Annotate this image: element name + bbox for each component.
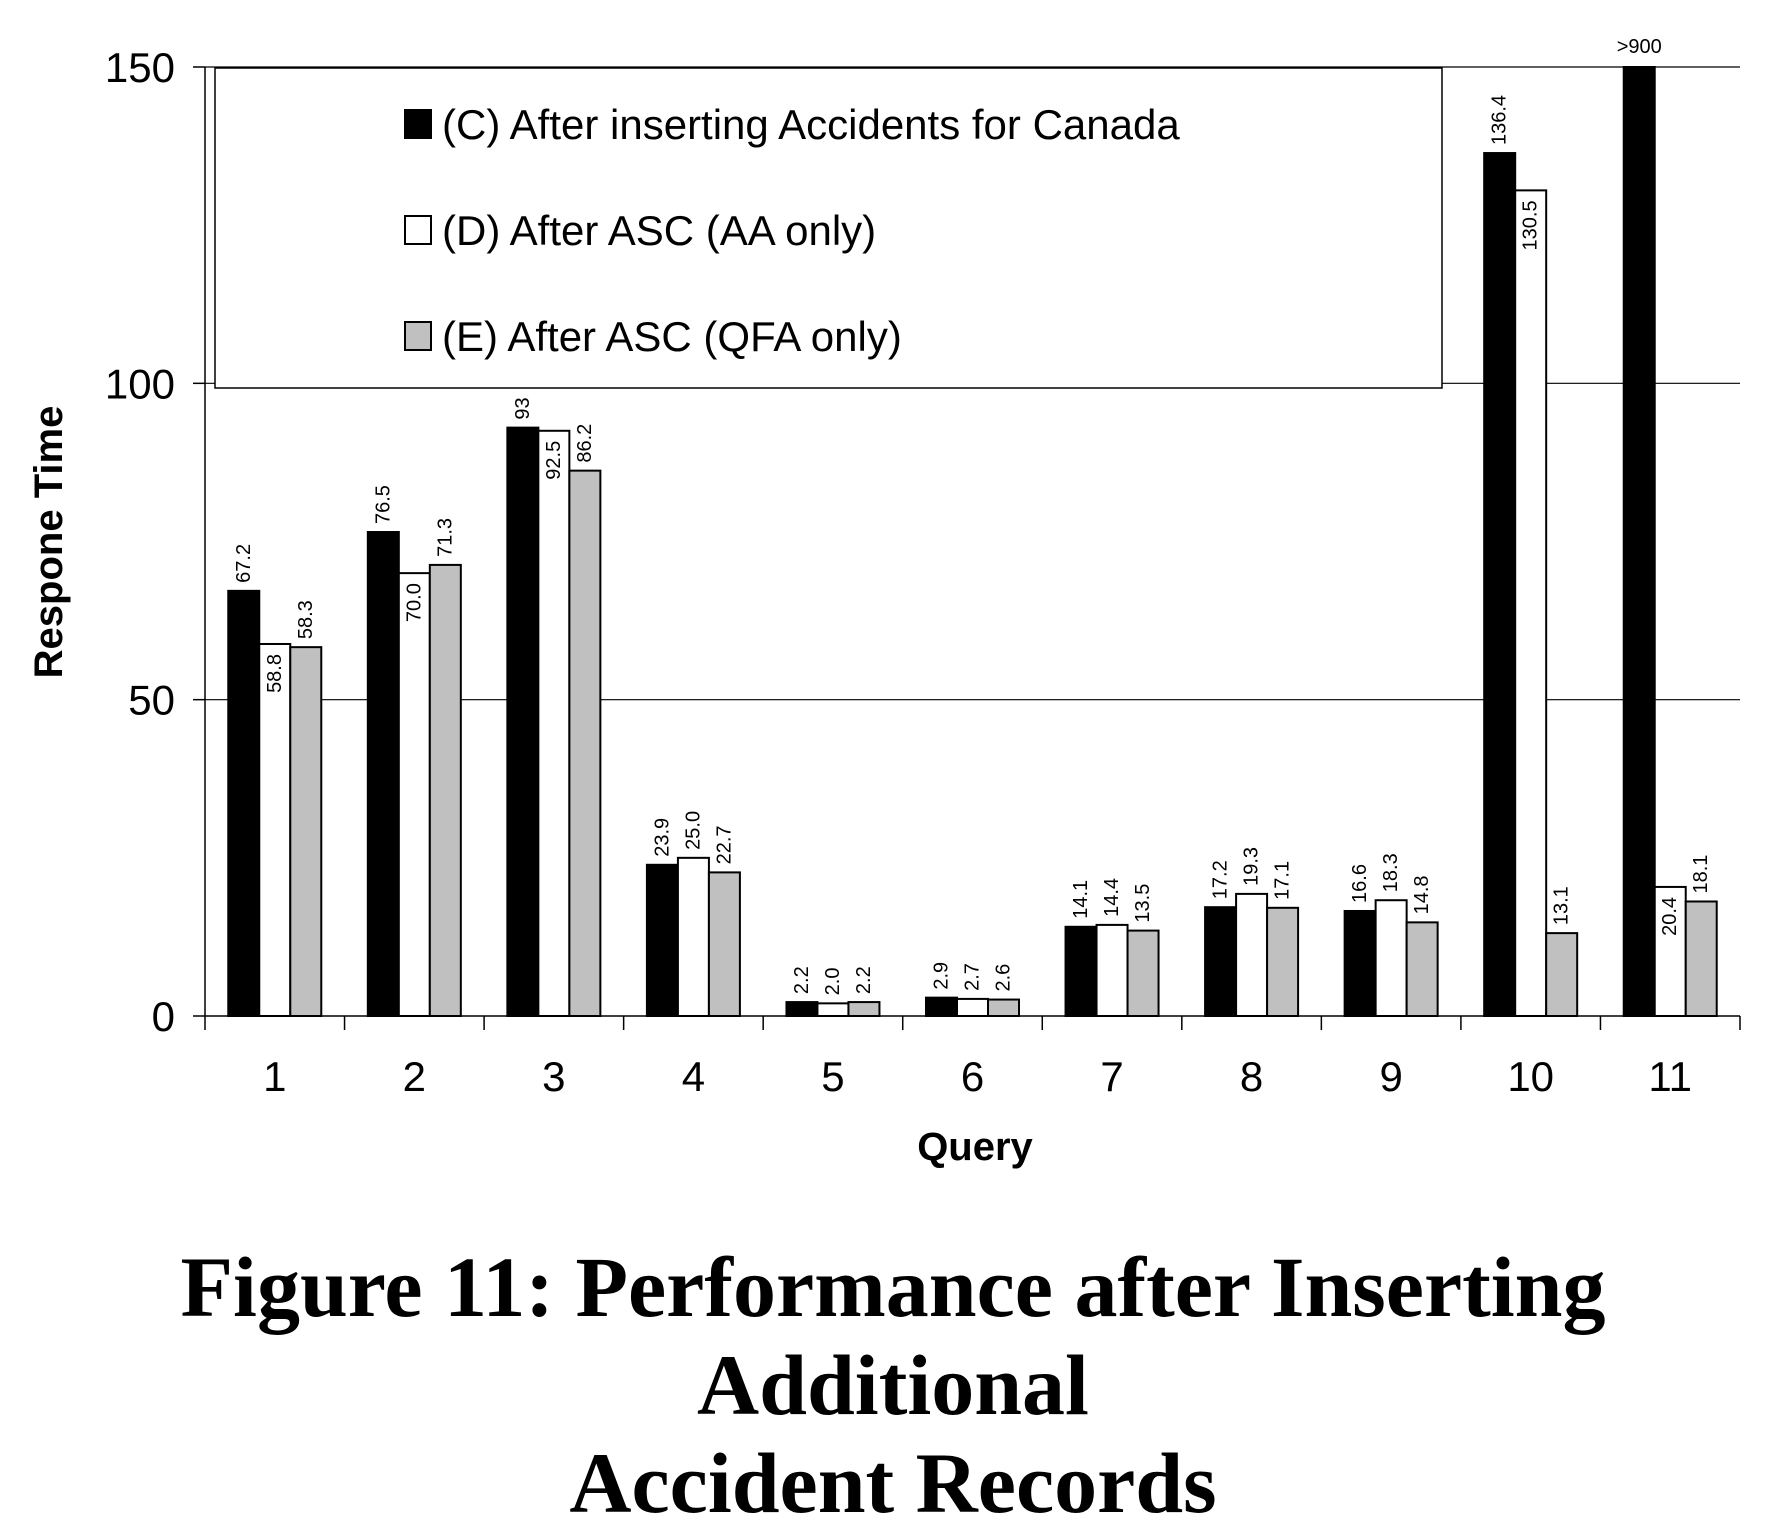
bar [1204,906,1238,1017]
bar [289,646,323,1017]
bar [1235,892,1269,1017]
caption-line-2: Accident Records [569,1435,1217,1531]
bar-value-label: 71.3 [434,518,456,557]
bar-value-label: 2.2 [791,966,813,994]
bar [1064,925,1098,1018]
caption-line-1: Figure 11: Performance after Inserting A… [180,1239,1606,1433]
bar [397,572,431,1018]
bar-value-label: 14.4 [1101,878,1123,917]
bar [1374,899,1408,1017]
bar-value-label: 86.2 [574,424,596,463]
bar-value-label: 67.2 [233,544,255,583]
bar [1653,885,1687,1017]
bar [956,997,989,1018]
bar-value-label: 14.1 [1070,880,1092,919]
bar [1684,900,1718,1017]
x-tick-label: 1 [263,1053,286,1100]
bar-value-label: 14.8 [1411,875,1433,914]
bar-value-label: 13.1 [1551,886,1573,925]
bar [645,863,679,1017]
x-tick-label: 3 [542,1053,565,1100]
bar-value-label: 22.7 [713,825,735,864]
x-axis-label: Query [917,1125,1033,1169]
bar [1545,932,1579,1017]
bar [785,1001,819,1018]
y-tick-label: 50 [128,677,175,724]
bar-value-label: 18.1 [1690,855,1712,894]
legend: (C) After inserting Accidents for Canada… [214,67,1443,389]
y-tick-label: 150 [105,44,175,91]
bar-value-label: >900 [1617,36,1662,58]
figure-caption: Figure 11: Performance after Inserting A… [0,1238,1786,1532]
bar-value-label: 20.4 [1659,897,1681,936]
legend-swatch [404,215,432,245]
bar-value-label: 92.5 [543,441,565,480]
bar-value-label: 2.0 [822,968,844,996]
bar-value-label: 70.0 [403,583,425,622]
bar-value-label: 17.1 [1272,861,1294,900]
bar-value-label: 17.2 [1210,860,1232,899]
y-tick-label: 0 [152,993,175,1040]
bar [428,563,462,1018]
legend-swatch [404,109,432,139]
bar [707,871,741,1017]
y-axis-label: Respone Time [27,406,71,679]
bar-value-label: 2.6 [993,964,1015,992]
x-tick-label: 7 [1100,1053,1123,1100]
x-tick-label: 11 [1648,1053,1692,1100]
bar-value-label: 76.5 [372,485,394,524]
bar [366,531,400,1017]
bar [1343,909,1377,1018]
bar [1405,921,1439,1018]
bar-value-label: 58.8 [264,654,286,693]
x-tick-label: 9 [1379,1053,1402,1100]
x-tick-label: 6 [961,1053,984,1100]
bar [537,429,571,1017]
x-tick-label: 4 [682,1053,705,1100]
bar-value-label: 58.3 [295,600,317,639]
legend-swatch [404,321,432,351]
x-tick-label: 5 [821,1053,844,1100]
x-tick-label: 8 [1240,1053,1263,1100]
x-tick-label: 10 [1507,1053,1554,1100]
x-tick-label: 2 [403,1053,426,1100]
bar [1483,152,1517,1017]
bar-labels: 67.2 58.8 58.3 76.5 70.0 71.3 93 92.5 86.2 23.9 25… [233,36,1712,995]
bar [258,642,292,1017]
legend-label: (C) After inserting Accidents for Canada [442,101,1180,148]
y-tick-label: 100 [105,360,175,407]
bar [925,996,958,1017]
legend-label: (E) After ASC (QFA only) [442,313,902,360]
legend-label: (D) After ASC (AA only) [442,207,876,254]
bar-value-label: 16.6 [1349,864,1371,903]
bar [1095,923,1129,1017]
bar [1514,189,1548,1017]
bar [1622,66,1656,1017]
bar-value-label: 130.5 [1520,200,1542,250]
bar-value-label: 23.9 [651,818,673,857]
bar-value-label: 13.5 [1132,884,1154,923]
ticks: 0 50 100 150 1 2 3 4 5 6 7 8 9 10 11 [105,44,1741,1100]
bar-value-label: 93 [512,397,534,419]
bar-value-label: 2.7 [962,963,984,991]
axes [204,67,1740,1017]
bar [1126,929,1160,1018]
bar [847,1001,881,1018]
bar [1266,906,1300,1018]
bar [568,469,602,1017]
bar-value-label: 18.3 [1380,853,1402,892]
bar [816,1002,850,1018]
bar [506,426,540,1017]
bar-value-label: 25.0 [682,811,704,850]
bar [676,856,710,1017]
bar-value-label: 136.4 [1489,95,1511,145]
bar-value-label: 2.9 [931,962,953,990]
bar [987,998,1020,1017]
bar-value-label: 2.2 [853,966,875,994]
bar [227,589,261,1018]
bar-value-label: 19.3 [1241,847,1263,886]
